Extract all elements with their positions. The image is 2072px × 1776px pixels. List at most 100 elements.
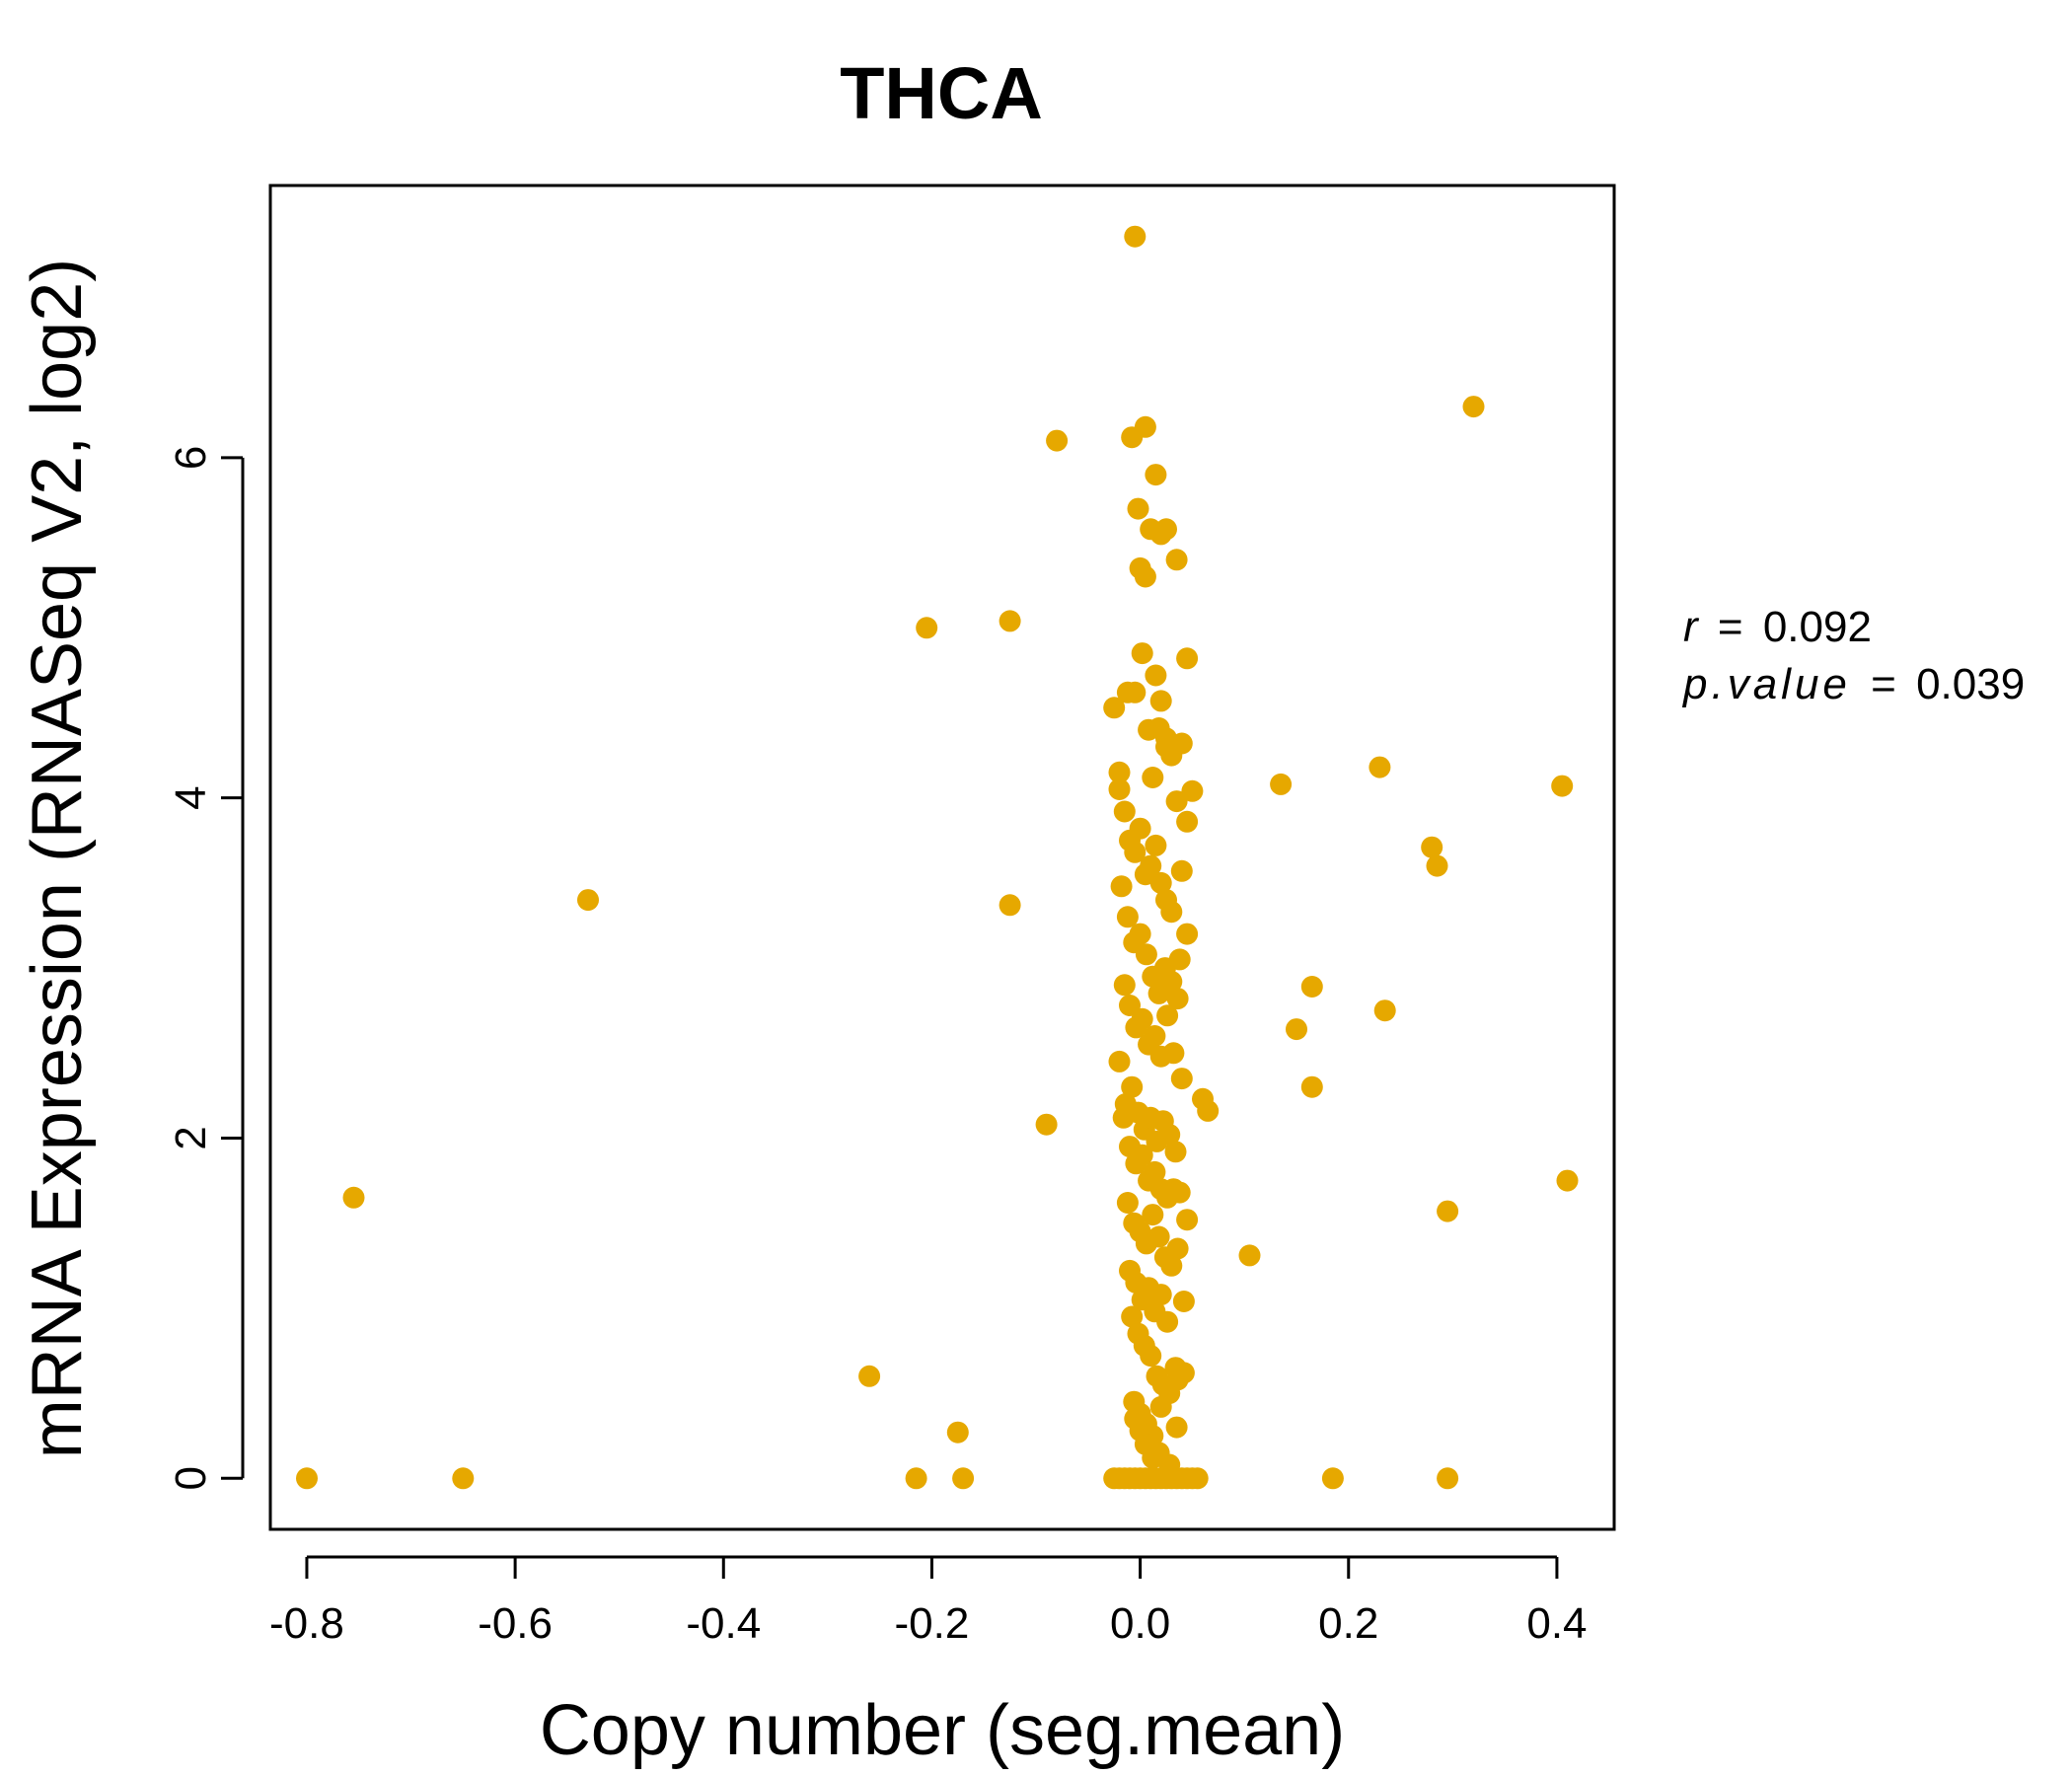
data-point — [1103, 697, 1126, 719]
data-point — [1181, 779, 1204, 802]
data-point — [1142, 1204, 1164, 1226]
data-point — [1116, 1192, 1139, 1214]
data-point — [1129, 923, 1151, 945]
data-point — [1134, 565, 1156, 588]
data-point — [1321, 1467, 1344, 1490]
data-point — [1145, 834, 1167, 856]
data-point — [1155, 518, 1177, 541]
x-tick-label: 0.2 — [1318, 1599, 1378, 1648]
chart-title: THCA — [840, 52, 1043, 134]
data-point — [1144, 1025, 1166, 1047]
data-point — [1135, 943, 1157, 966]
data-point — [1165, 790, 1188, 813]
data-point — [1197, 1099, 1220, 1122]
y-axis-label: mRNA Expression (RNASeq V2, log2) — [18, 259, 97, 1458]
data-points — [296, 225, 1579, 1490]
data-point — [1142, 767, 1164, 788]
data-point — [1373, 999, 1396, 1022]
data-point — [1116, 906, 1139, 928]
data-point — [1170, 859, 1193, 882]
p-label: p.value — [1681, 660, 1851, 708]
data-point — [1437, 1467, 1459, 1490]
data-point — [1149, 1395, 1172, 1418]
r-value: 0.092 — [1763, 603, 1872, 651]
data-point — [858, 1365, 881, 1387]
data-point — [1108, 1050, 1131, 1073]
x-tick-label: -0.2 — [895, 1599, 970, 1648]
r-label: r — [1683, 603, 1700, 651]
data-point — [1129, 817, 1151, 840]
x-tick-label: -0.4 — [686, 1599, 761, 1648]
data-point — [1149, 1284, 1172, 1306]
data-point — [1144, 1160, 1166, 1183]
data-point — [1300, 976, 1323, 998]
data-point — [342, 1186, 365, 1209]
data-point — [1556, 1169, 1579, 1192]
data-point — [1166, 1369, 1189, 1391]
data-point — [1140, 518, 1162, 541]
data-point — [1127, 497, 1149, 520]
data-point — [1186, 1467, 1209, 1490]
r-eq: = — [1718, 603, 1743, 651]
data-point — [1170, 1068, 1193, 1090]
p-eq: = — [1871, 660, 1896, 708]
data-point — [1176, 647, 1199, 670]
data-point — [1160, 970, 1183, 993]
data-point — [1165, 1416, 1188, 1439]
data-point — [1113, 800, 1136, 823]
data-point — [1162, 1042, 1185, 1065]
data-point — [1140, 1345, 1162, 1368]
data-point — [1166, 988, 1189, 1010]
x-axis-label: Copy number (seg.mean) — [540, 1691, 1345, 1770]
data-point — [1164, 1141, 1187, 1163]
data-point — [916, 617, 938, 639]
y-tick-label: 6 — [167, 446, 215, 470]
data-point — [1158, 1124, 1181, 1146]
data-point — [1110, 875, 1133, 898]
data-point — [1300, 1075, 1323, 1098]
data-point — [1124, 681, 1147, 703]
data-point — [452, 1467, 475, 1490]
data-point — [1147, 1225, 1170, 1248]
data-point — [1142, 1446, 1164, 1469]
data-point — [1149, 690, 1172, 712]
plot-frame — [268, 184, 1616, 1531]
data-point — [1113, 974, 1136, 997]
data-point — [946, 1421, 969, 1443]
data-point — [1131, 1007, 1153, 1030]
y-tick-label: 0 — [167, 1466, 215, 1490]
data-point — [1124, 225, 1147, 248]
data-point — [1462, 396, 1485, 418]
data-point — [1156, 1004, 1179, 1027]
x-tick-label: -0.6 — [478, 1599, 553, 1648]
data-point — [1121, 1075, 1144, 1098]
y-tick-label: 2 — [167, 1126, 215, 1149]
y-axis: 0 2 4 6 — [167, 446, 245, 1491]
data-point — [1172, 1291, 1195, 1312]
data-point — [1176, 923, 1199, 945]
data-point — [952, 1467, 975, 1490]
data-point — [1131, 642, 1153, 665]
x-axis: -0.8 -0.6 -0.4 -0.2 0.0 0.2 0.4 — [269, 1555, 1588, 1648]
data-point — [1160, 901, 1183, 924]
data-point — [999, 610, 1021, 632]
data-point — [999, 894, 1021, 917]
data-point — [1112, 1106, 1135, 1129]
data-point — [1437, 1200, 1459, 1222]
data-point — [577, 889, 599, 912]
r-stat: r = 0.092 — [1683, 603, 1872, 651]
data-point — [1145, 664, 1167, 687]
data-point — [1156, 1310, 1179, 1333]
data-point — [1421, 836, 1443, 858]
data-point — [1046, 429, 1069, 452]
data-point — [1238, 1244, 1261, 1267]
data-point — [1108, 761, 1131, 783]
data-point — [1168, 1181, 1191, 1204]
data-point — [1131, 1144, 1153, 1166]
data-point — [296, 1467, 318, 1490]
data-point — [1160, 1254, 1183, 1277]
data-point — [1165, 549, 1188, 571]
data-point — [1155, 735, 1177, 758]
data-point — [1158, 1453, 1181, 1476]
